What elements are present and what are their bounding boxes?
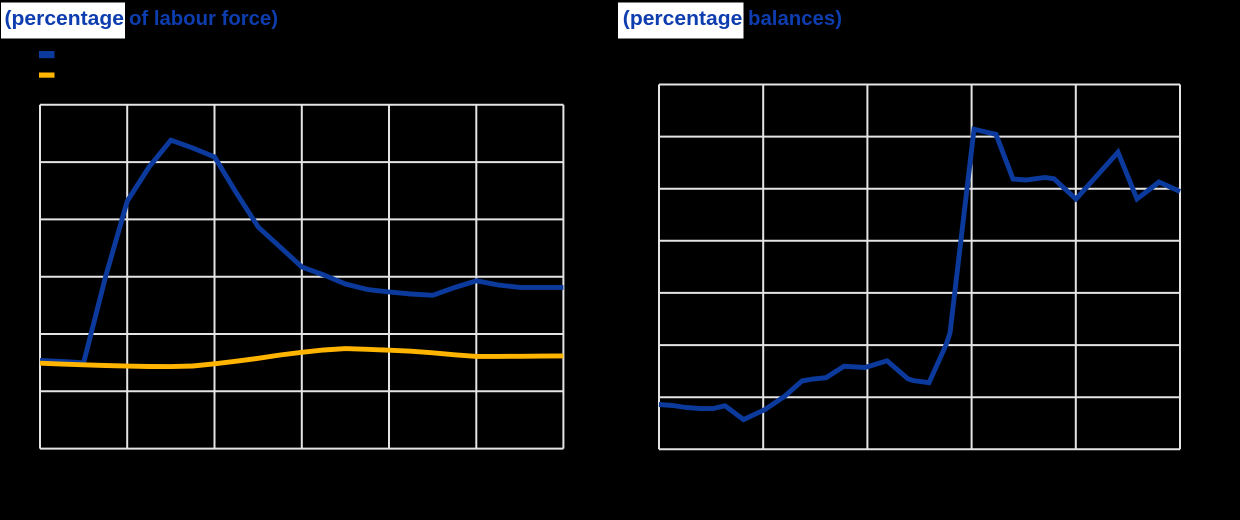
svg-text:balances): balances) <box>748 8 842 30</box>
svg-text:(percentage: (percentage <box>5 8 124 30</box>
svg-text:of labour force): of labour force) <box>129 8 278 30</box>
svg-text:(percentage: (percentage <box>623 8 743 30</box>
